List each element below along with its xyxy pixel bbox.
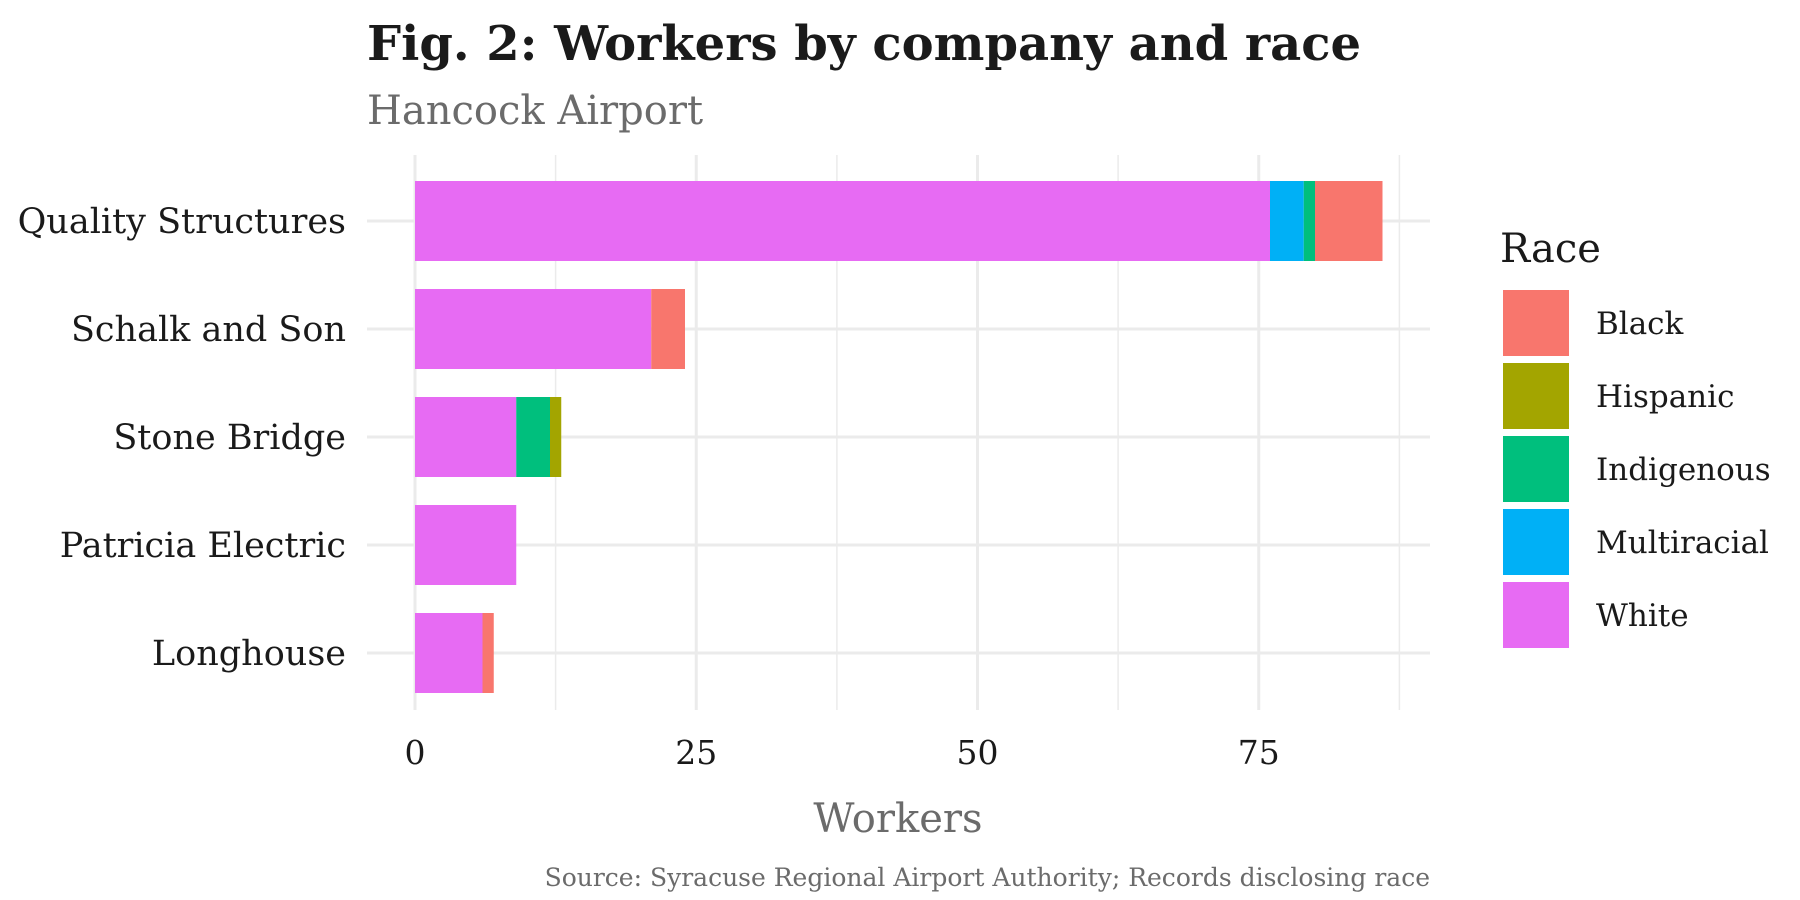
chart-title: Fig. 2: Workers by company and race bbox=[367, 16, 1361, 72]
bar-segment-white bbox=[415, 289, 652, 369]
category-label: Stone Bridge bbox=[113, 418, 346, 458]
legend-title: Race bbox=[1500, 226, 1601, 272]
legend-swatch-black bbox=[1503, 290, 1569, 356]
bar-segment-white bbox=[415, 397, 517, 477]
bar-segment-black bbox=[482, 613, 494, 693]
chart-caption: Source: Syracuse Regional Airport Author… bbox=[545, 863, 1430, 892]
legend-swatch-multiracial bbox=[1503, 509, 1569, 575]
chart-subtitle: Hancock Airport bbox=[367, 88, 703, 134]
legend-label-white: White bbox=[1596, 598, 1689, 634]
legend: Race Black Hispanic Indigenous Multiracial W… bbox=[1500, 226, 1771, 648]
bar-segment-indigenous bbox=[516, 397, 550, 477]
bar-segment-hispanic bbox=[550, 397, 562, 477]
legend-swatch-hispanic bbox=[1503, 363, 1569, 429]
bar-segment-black bbox=[651, 289, 685, 369]
x-axis-title: Workers bbox=[813, 796, 982, 842]
bar-segment-black bbox=[1315, 181, 1383, 261]
x-tick-label: 50 bbox=[957, 733, 999, 772]
bar-segment-white bbox=[415, 505, 517, 585]
category-label: Schalk and Son bbox=[71, 310, 346, 350]
bar-segment-multiracial bbox=[1270, 181, 1304, 261]
legend-swatch-white bbox=[1503, 582, 1569, 648]
bar-segment-white bbox=[415, 613, 483, 693]
bar-segment-indigenous bbox=[1303, 181, 1315, 261]
category-label: Longhouse bbox=[152, 634, 346, 674]
x-tick-label: 25 bbox=[675, 733, 717, 772]
category-label: Patricia Electric bbox=[60, 526, 346, 566]
category-label: Quality Structures bbox=[18, 202, 346, 242]
legend-label-hispanic: Hispanic bbox=[1596, 379, 1734, 415]
legend-label-multiracial: Multiracial bbox=[1596, 525, 1769, 561]
legend-swatch-indigenous bbox=[1503, 436, 1569, 502]
legend-label-indigenous: Indigenous bbox=[1596, 452, 1771, 488]
bars bbox=[415, 181, 1383, 693]
x-tick-label: 0 bbox=[405, 733, 426, 772]
x-tick-label: 75 bbox=[1238, 733, 1280, 772]
x-tick-labels: 0 25 50 75 bbox=[405, 733, 1280, 772]
legend-label-black: Black bbox=[1596, 306, 1684, 342]
bar-segment-white bbox=[415, 181, 1270, 261]
category-labels: Quality Structures Schalk and Son Stone Br… bbox=[18, 202, 346, 674]
